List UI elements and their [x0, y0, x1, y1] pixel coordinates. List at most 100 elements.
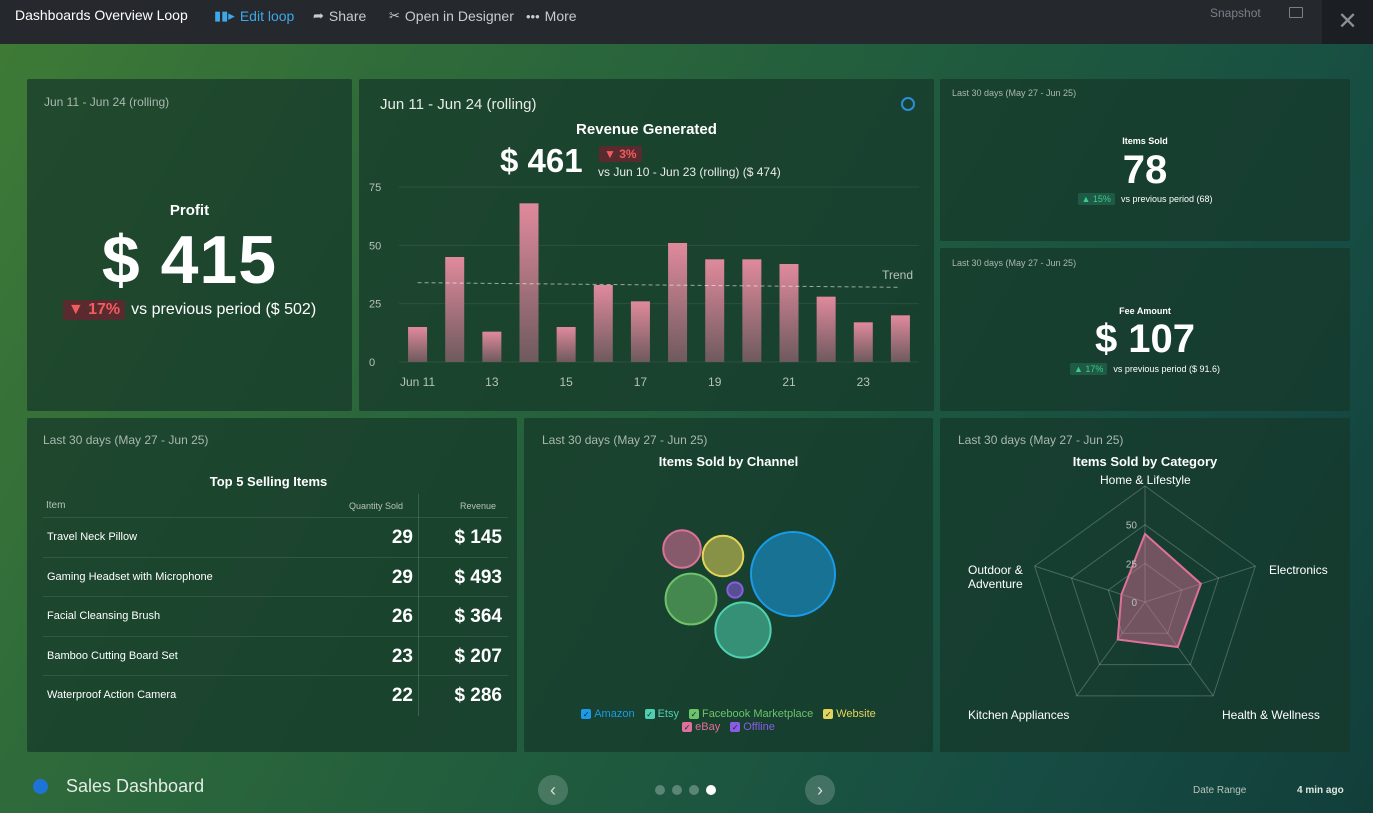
table-row[interactable]: Facial Cleansing Brush 26 $ 364 [43, 596, 508, 635]
chevron-right-icon: › [817, 779, 823, 800]
dashboard-name: Sales Dashboard [66, 776, 205, 796]
row-item-name: Facial Cleansing Brush [47, 610, 161, 622]
row-revenue: $ 364 [454, 606, 502, 627]
revenue-title: Revenue Generated [576, 121, 717, 138]
next-dashboard-button[interactable]: › [805, 775, 835, 805]
bar [408, 327, 428, 362]
page-dot[interactable] [672, 785, 682, 795]
bar [482, 331, 502, 362]
profit-vs-text: vs previous period ($ 502) [131, 301, 317, 318]
card-date: Last 30 days (May 27 - Jun 25) [958, 433, 1124, 447]
legend-check-icon: ✓ [581, 709, 592, 719]
legend-item[interactable]: ✓ Facebook Marketplace [688, 708, 814, 720]
radar-series-area [1116, 532, 1203, 649]
close-icon: ✕ [1337, 8, 1358, 35]
channel-chart-title: Items Sold by Channel [658, 454, 799, 469]
category-chart-title: Items Sold by Category [1072, 454, 1218, 469]
bar [556, 327, 576, 362]
legend-item[interactable]: ✓ Etsy [644, 708, 679, 720]
bar [816, 296, 836, 362]
bar [742, 259, 762, 362]
category-card[interactable]: Last 30 days (May 27 - Jun 25) Items Sol… [940, 418, 1350, 752]
profit-card[interactable]: Jun 11 - Jun 24 (rolling) Profit $ 415 ▼… [27, 79, 352, 411]
radar-grid-ring [1034, 485, 1256, 697]
prev-dashboard-button[interactable]: ‹ [538, 775, 568, 805]
row-quantity: 26 [391, 606, 413, 627]
radar-tick-label: 25 [1126, 559, 1138, 570]
col-header-quantity[interactable]: Quantity Sold [349, 501, 404, 511]
x-tick-label: Jun 11 [400, 375, 435, 389]
top-toolbar: Dashboards Overview Loop ▮▮▸ Edit loop ➦… [0, 0, 1373, 44]
items-sold-value: 78 [1122, 148, 1168, 192]
y-tick-label: 75 [369, 182, 381, 194]
column-divider [418, 494, 419, 716]
share-button[interactable]: ➦ Share [313, 8, 366, 24]
edit-loop-label: Edit loop [239, 8, 295, 24]
legend-check-icon: ✓ [682, 722, 693, 732]
radar-axis-label: Outdoor & Adventure [968, 563, 1023, 591]
radar-axis-label: Home & Lifestyle [1100, 473, 1191, 487]
table-row[interactable]: Bamboo Cutting Board Set 23 $ 207 [43, 636, 508, 675]
bubble-amazon [750, 531, 836, 617]
more-button[interactable]: ••• More [526, 8, 577, 24]
row-item-name: Waterproof Action Camera [47, 689, 177, 701]
fee-amount-delta-badge: ▲ 17% [1070, 363, 1108, 375]
y-tick-label: 0 [369, 357, 375, 369]
close-button[interactable]: ✕ [1322, 0, 1373, 44]
trend-line [417, 282, 901, 288]
row-item-name: Travel Neck Pillow [47, 531, 138, 543]
page-dot[interactable] [655, 785, 665, 795]
radar-axis-line [1144, 601, 1214, 697]
radar-axis-line [1076, 601, 1146, 697]
card-date: Last 30 days (May 27 - Jun 25) [952, 88, 1077, 98]
bar [705, 259, 725, 362]
fee-amount-title: Fee Amount [1119, 306, 1171, 316]
page-dot[interactable] [689, 785, 699, 795]
channel-bubble-chart [662, 529, 836, 659]
channel-card[interactable]: Last 30 days (May 27 - Jun 25) Items Sol… [524, 418, 933, 752]
legend-item[interactable]: ✓ Amazon [581, 708, 635, 720]
cast-icon[interactable] [1289, 7, 1303, 18]
category-radar-chart: 0 25 50 [1034, 485, 1256, 697]
col-header-revenue[interactable]: Revenue [460, 501, 497, 511]
card-date: Last 30 days (May 27 - Jun 25) [952, 258, 1077, 268]
bubble-etsy [714, 601, 772, 659]
bubble-offline [726, 581, 744, 599]
col-header-item[interactable]: Item [46, 500, 66, 511]
items-sold-card[interactable]: Last 30 days (May 27 - Jun 25) Items Sol… [940, 79, 1350, 241]
fee-amount-card[interactable]: Last 30 days (May 27 - Jun 25) Fee Amoun… [940, 248, 1350, 411]
bar [445, 257, 465, 362]
card-date: Jun 11 - Jun 24 (rolling) [380, 96, 537, 113]
edit-loop-button[interactable]: ▮▮▸ Edit loop [214, 8, 294, 24]
row-item-name: Bamboo Cutting Board Set [47, 650, 178, 662]
table-row[interactable]: Travel Neck Pillow 29 $ 145 [43, 517, 508, 556]
page-dot-active[interactable] [706, 785, 716, 795]
items-sold-vs-text: vs previous period (68) [1120, 194, 1213, 204]
legend-check-icon: ✓ [823, 709, 834, 719]
gauge-icon[interactable] [901, 97, 915, 111]
bar [890, 315, 910, 362]
open-designer-button[interactable]: ✂ Open in Designer [389, 8, 514, 24]
fee-amount-value: $ 107 [1094, 317, 1196, 361]
radar-axis-label: Health & Wellness [1222, 708, 1320, 722]
table-row[interactable]: Waterproof Action Camera 22 $ 286 [43, 675, 508, 714]
fee-amount-delta-row: ▲ 17% vs previous period ($ 91.6) [940, 363, 1350, 375]
legend-item[interactable]: ✓ Offline [730, 721, 775, 733]
more-label: More [544, 8, 577, 24]
radar-axis-label: Electronics [1269, 563, 1328, 577]
top-items-card[interactable]: Last 30 days (May 27 - Jun 25) Top 5 Sel… [27, 418, 517, 752]
profit-delta-row: ▼ 17% vs previous period ($ 502) [27, 300, 352, 320]
legend-item[interactable]: ✓ Website [823, 708, 876, 720]
radar-tick-label: 0 [1131, 598, 1137, 609]
revenue-card[interactable]: Jun 11 - Jun 24 (rolling) Revenue Genera… [359, 79, 934, 411]
date-range-label[interactable]: Date Range [1193, 785, 1247, 796]
snapshot-button[interactable]: Snapshot [1210, 6, 1261, 20]
x-tick-label: 17 [634, 375, 648, 389]
radar-axis-line [1034, 565, 1146, 603]
table-title: Top 5 Selling Items [209, 474, 328, 489]
share-icon: ➦ [313, 8, 324, 23]
row-revenue: $ 145 [454, 527, 502, 548]
table-row[interactable]: Gaming Headset with Microphone 29 $ 493 [43, 557, 508, 596]
legend-item[interactable]: ✓ eBay [682, 721, 721, 733]
bar [853, 322, 873, 362]
